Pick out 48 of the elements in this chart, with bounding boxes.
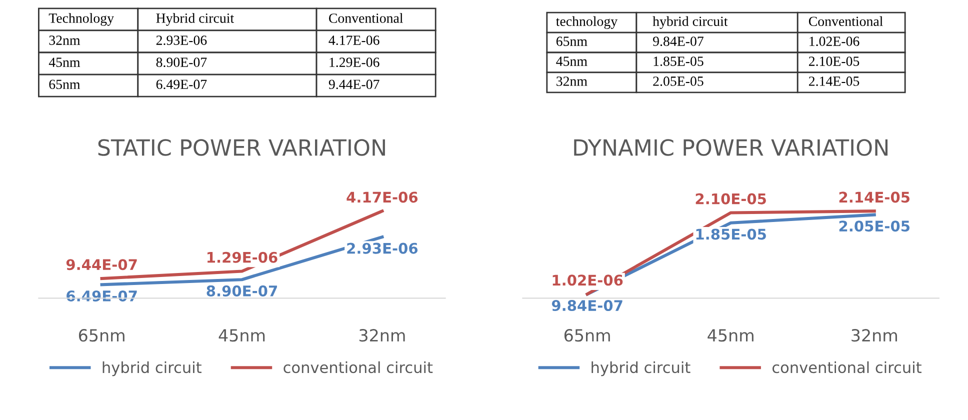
chart-title: STATIC POWER VARIATION	[98, 139, 385, 156]
data-label: 9.84E-07	[552, 300, 622, 312]
chart-title: DYNAMIC POWER VARIATION	[574, 139, 888, 156]
data-label: 4.17E-06	[346, 192, 418, 203]
data-label: 2.14E-05	[839, 192, 910, 203]
category-label: 65nm	[49, 80, 80, 90]
legend-label: hybrid circuit	[102, 361, 202, 376]
text: 8.90E-07	[156, 58, 207, 68]
category-label: 32nm	[556, 76, 588, 86]
category-label: technology	[556, 16, 618, 29]
data-label: 1.29E-06	[208, 252, 278, 263]
legend-label: conventional circuit	[284, 361, 433, 374]
category-label: hybrid circuit	[652, 16, 728, 29]
category-label: 45nm	[48, 58, 80, 67]
category-label: 65nm	[556, 36, 588, 46]
x-tick-label: 65nm	[564, 329, 610, 342]
data-label: 9.44E-07	[66, 259, 137, 270]
data-label: 1.85E-05	[696, 228, 766, 240]
text: 1.85E-05	[654, 56, 704, 66]
legend-label: conventional circuit	[772, 361, 922, 374]
data-label: 2.10E-05	[696, 193, 766, 204]
data-label: 8.90E-07	[206, 285, 277, 296]
x-tick-label: 65nm	[78, 329, 124, 342]
category-label: Technology	[48, 13, 114, 26]
category-label: Hybrid circuit	[156, 13, 234, 26]
x-tick-label: 32nm	[359, 329, 405, 342]
text: 2.10E-05	[808, 56, 860, 66]
x-tick-label: 32nm	[852, 329, 897, 342]
text: 6.49E-07	[156, 80, 207, 90]
data-label: 2.93E-06	[347, 242, 418, 254]
text: 1.29E-06	[330, 58, 380, 68]
data-label: 1.02E-06	[552, 274, 623, 286]
text: 4.17E-06	[328, 36, 380, 46]
text: 2.93E-06	[156, 36, 207, 46]
legend-label: hybrid circuit	[592, 361, 690, 376]
text: 1.02E-06	[810, 36, 860, 46]
category-label: Conventional	[808, 16, 883, 26]
x-tick-label: 45nm	[708, 329, 754, 342]
data-label: 2.05E-05	[839, 220, 910, 232]
category-label: 45nm	[556, 56, 588, 66]
category-label: Conventional	[329, 13, 403, 23]
category-label: 32nm	[49, 36, 80, 45]
text: 9.44E-07	[328, 80, 380, 90]
x-tick-label: 45nm	[218, 329, 265, 342]
text: 2.14E-05	[808, 76, 860, 86]
data-label: 6.49E-07	[66, 290, 137, 302]
text: 9.84E-07	[653, 36, 704, 46]
text: 2.05E-05	[653, 76, 704, 86]
